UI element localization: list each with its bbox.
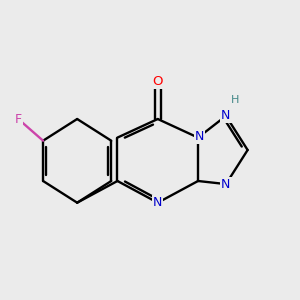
- Text: O: O: [152, 75, 163, 88]
- Text: N: N: [221, 178, 231, 190]
- Text: N: N: [153, 196, 162, 209]
- Text: N: N: [221, 110, 231, 122]
- Text: H: H: [231, 95, 239, 105]
- Text: N: N: [195, 130, 204, 142]
- Text: F: F: [15, 112, 22, 125]
